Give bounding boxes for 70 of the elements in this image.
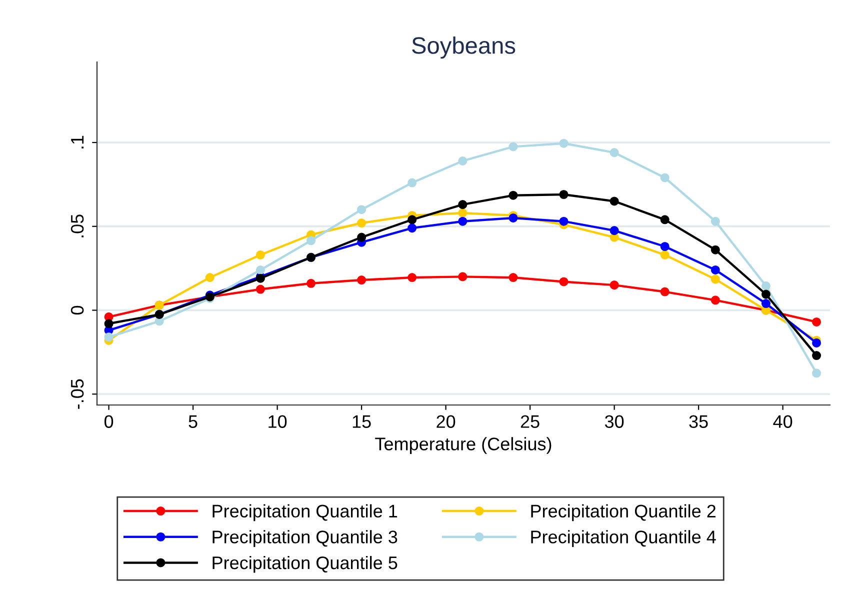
point (761, 281, 770, 290)
x-tick-label: 30 (604, 415, 624, 428)
point (408, 178, 417, 188)
x-tick-label: 10 (268, 415, 287, 428)
point (357, 276, 366, 285)
point (357, 205, 366, 214)
point (660, 215, 670, 224)
point (660, 287, 670, 296)
point (710, 274, 720, 284)
point (256, 265, 265, 274)
point (458, 216, 468, 226)
legend-label: Precipitation Quantile 4 (531, 530, 716, 547)
x-tick-label: 20 (436, 415, 456, 428)
x-axis-title: Temperature (Celsius) (375, 437, 552, 454)
point (812, 338, 822, 348)
point (306, 278, 316, 288)
point (610, 148, 619, 158)
point (610, 226, 619, 236)
point (458, 208, 468, 218)
point (104, 319, 114, 328)
point (357, 232, 366, 242)
point (458, 156, 468, 166)
point (306, 236, 316, 246)
point (761, 290, 770, 299)
y-tick-label: .05 (70, 214, 84, 238)
y-tick-label: -.05 (70, 379, 84, 409)
point (408, 224, 417, 233)
point (812, 317, 822, 326)
legend-label: Precipitation Quantile 1 (212, 504, 398, 522)
point (812, 351, 822, 360)
x-tick-label: 40 (773, 415, 792, 428)
y-tick-label: 0 (70, 306, 84, 315)
point (458, 200, 468, 210)
point (761, 299, 770, 308)
point (508, 142, 518, 152)
point (710, 265, 720, 274)
legend-label: Precipitation Quantile 3 (212, 530, 398, 547)
point (458, 272, 468, 282)
point (710, 216, 720, 226)
point (205, 273, 214, 282)
point (357, 218, 366, 228)
point (559, 138, 568, 148)
point (508, 190, 518, 200)
point (610, 280, 619, 290)
point (710, 245, 720, 254)
point (508, 213, 518, 222)
point (256, 284, 265, 294)
point (256, 250, 265, 260)
point (104, 332, 114, 342)
point (508, 273, 518, 282)
point (559, 277, 568, 286)
point (559, 216, 568, 226)
legend-label: Precipitation Quantile 5 (212, 556, 398, 573)
point (660, 173, 670, 182)
point (408, 215, 417, 224)
x-tick-label: 0 (104, 415, 114, 428)
point (812, 368, 822, 378)
point (559, 190, 568, 200)
y-tick-label: .1 (71, 136, 84, 148)
legend-label: Precipitation Quantile 2 (531, 504, 716, 522)
point (610, 196, 619, 206)
point (710, 296, 720, 305)
x-tick-label: 5 (188, 415, 198, 428)
point (660, 250, 670, 260)
x-tick-label: 25 (520, 415, 540, 428)
point (660, 242, 670, 252)
chart-title: Soybeans (412, 36, 516, 59)
x-tick-label: 15 (352, 415, 371, 428)
point (408, 273, 417, 282)
x-tick-label: 35 (689, 415, 708, 428)
